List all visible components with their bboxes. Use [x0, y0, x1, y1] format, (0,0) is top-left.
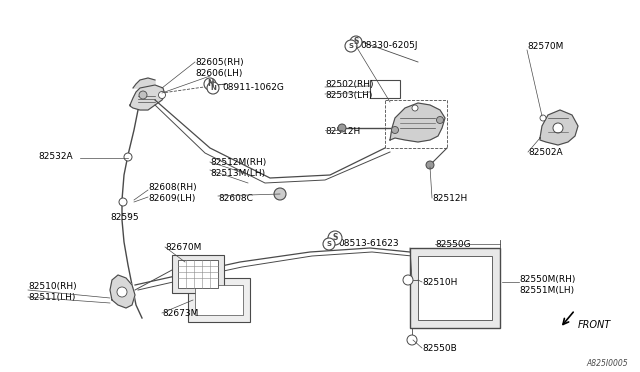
Text: 82608(RH)
82609(LH): 82608(RH) 82609(LH) — [148, 183, 196, 203]
Circle shape — [323, 238, 335, 250]
Circle shape — [328, 231, 342, 245]
Text: 82570M: 82570M — [527, 42, 563, 51]
Text: 82512M(RH)
82513M(LH): 82512M(RH) 82513M(LH) — [210, 158, 266, 178]
Bar — [178, 260, 218, 288]
Text: 82608C: 82608C — [218, 194, 253, 203]
Text: S: S — [326, 241, 332, 247]
Text: 82673M: 82673M — [162, 309, 198, 318]
Circle shape — [119, 198, 127, 206]
Text: S: S — [349, 43, 353, 49]
Text: FRONT: FRONT — [578, 320, 611, 330]
Text: 82502(RH)
82503(LH): 82502(RH) 82503(LH) — [325, 80, 374, 100]
Circle shape — [274, 188, 286, 200]
Circle shape — [436, 116, 444, 124]
Polygon shape — [540, 110, 578, 145]
Polygon shape — [390, 103, 445, 142]
Bar — [172, 255, 224, 293]
Text: 82605(RH)
82606(LH): 82605(RH) 82606(LH) — [195, 58, 244, 78]
Text: N: N — [210, 85, 216, 91]
Circle shape — [403, 275, 413, 285]
Circle shape — [124, 153, 132, 161]
Circle shape — [204, 78, 216, 90]
Circle shape — [553, 123, 563, 133]
Text: S: S — [353, 38, 358, 46]
Text: 82512H: 82512H — [325, 127, 360, 136]
Circle shape — [345, 40, 357, 52]
Polygon shape — [110, 275, 135, 308]
Circle shape — [426, 161, 434, 169]
Text: 08911-1062G: 08911-1062G — [222, 83, 284, 93]
Circle shape — [159, 92, 166, 99]
Text: 82550B: 82550B — [422, 344, 457, 353]
Text: 82510(RH)
82511(LH): 82510(RH) 82511(LH) — [28, 282, 77, 302]
Bar — [370, 80, 400, 98]
Text: 82595: 82595 — [110, 213, 139, 222]
Bar — [385, 100, 447, 148]
Polygon shape — [130, 85, 165, 110]
Text: A825I0005: A825I0005 — [586, 359, 628, 368]
Circle shape — [207, 82, 219, 94]
Circle shape — [540, 115, 546, 121]
Polygon shape — [133, 78, 155, 88]
Text: 08330-6205J: 08330-6205J — [360, 42, 417, 51]
Text: 82670M: 82670M — [165, 243, 202, 252]
Bar — [188, 278, 250, 322]
Circle shape — [338, 124, 346, 132]
Text: 82550M(RH)
82551M(LH): 82550M(RH) 82551M(LH) — [519, 275, 575, 295]
Text: 82512H: 82512H — [432, 194, 467, 203]
Bar — [195, 285, 243, 315]
Text: N: N — [207, 80, 213, 89]
Bar — [410, 248, 500, 328]
Text: 82550G: 82550G — [435, 240, 470, 249]
Circle shape — [407, 335, 417, 345]
Text: 82510H: 82510H — [422, 278, 458, 287]
Circle shape — [139, 91, 147, 99]
Bar — [418, 256, 492, 320]
Text: S: S — [332, 234, 338, 243]
Circle shape — [117, 287, 127, 297]
Text: 82502A: 82502A — [528, 148, 563, 157]
Circle shape — [412, 105, 418, 111]
Circle shape — [350, 36, 362, 48]
Text: 82532A: 82532A — [38, 152, 72, 161]
Circle shape — [392, 126, 399, 134]
Text: 08513-61623: 08513-61623 — [338, 240, 399, 248]
